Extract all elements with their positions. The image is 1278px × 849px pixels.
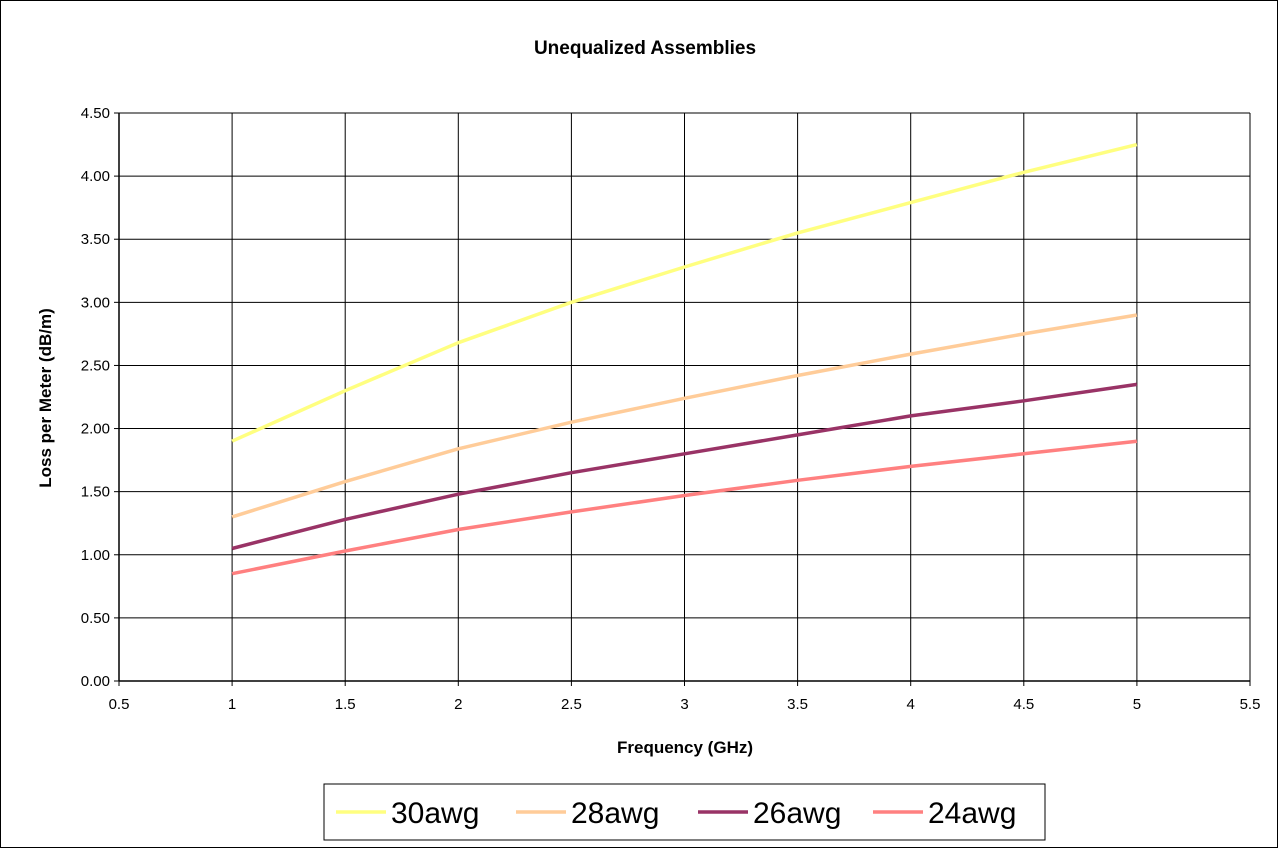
x-tick-label: 3.5 (787, 696, 808, 713)
y-tick-label: 4.50 (81, 105, 110, 122)
x-tick-label: 4 (907, 696, 915, 713)
y-tick-label: 1.50 (81, 484, 110, 501)
y-tick-label: 3.50 (81, 231, 110, 248)
series-line-28awg (231, 313, 1138, 519)
x-tick-label: 5 (1133, 696, 1141, 713)
y-axis-label: Loss per Meter (dB/m) (36, 308, 55, 487)
chart-title: Unequalized Assemblies (534, 38, 756, 59)
x-tick-label: 1 (228, 696, 236, 713)
legend: 30awg 28awg 26awg 24awg (323, 783, 1046, 841)
series-line-26awg (231, 382, 1138, 551)
x-tick-label: 0.5 (109, 696, 130, 713)
x-axis-label: Frequency (GHz) (617, 738, 753, 757)
y-tick-label: 4.00 (81, 168, 110, 185)
x-tick-label: 5.5 (1240, 696, 1261, 713)
series-lines (231, 142, 1138, 576)
y-tick-label: 2.00 (81, 421, 110, 438)
legend-items: 30awg 28awg 26awg 24awg (336, 797, 1016, 830)
y-tick-label: 0.00 (81, 673, 110, 690)
tick-labels: 0.000.501.001.502.002.503.003.504.004.50… (81, 105, 1261, 713)
x-tick-label: 1.5 (335, 696, 356, 713)
y-tick-label: 2.50 (81, 357, 110, 374)
series-line-30awg (231, 142, 1138, 443)
x-tick-label: 2.5 (561, 696, 582, 713)
legend-box (323, 783, 1046, 841)
x-tick-label: 4.5 (1013, 696, 1034, 713)
legend-label-28awg: 28awg (571, 797, 659, 830)
x-tick-label: 2 (454, 696, 462, 713)
y-tick-label: 3.00 (81, 294, 110, 311)
y-tick-label: 0.50 (81, 610, 110, 627)
y-tick-label: 1.00 (81, 547, 110, 564)
legend-label-26awg: 26awg (753, 797, 841, 830)
legend-label-30awg: 30awg (391, 797, 479, 830)
series-line-24awg (231, 439, 1138, 576)
legend-label-24awg: 24awg (928, 797, 1016, 830)
x-tick-label: 3 (680, 696, 688, 713)
